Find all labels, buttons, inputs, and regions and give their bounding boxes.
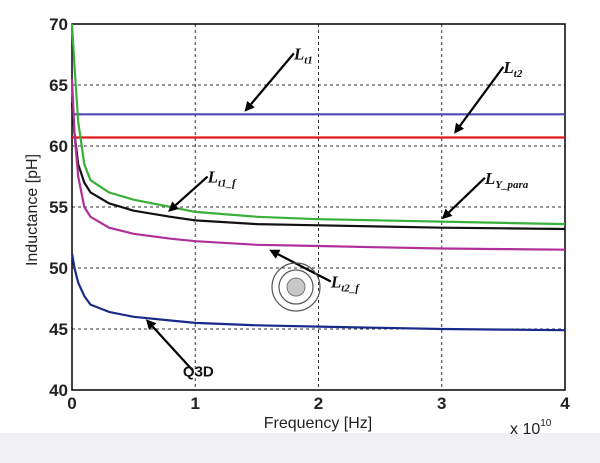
annotation-subscript: t2_f [341,283,360,295]
y-tick-label: 55 [49,198,68,217]
x-multiplier-base: x 10 [510,421,540,438]
y-tick-label: 70 [49,15,68,34]
annotation-arrow-line [174,175,209,207]
y-tick-label: 60 [49,137,68,156]
annotation: Lt1 [244,44,313,112]
annotation-label: Lt2_f [330,273,360,295]
annotation-main-text: L [502,58,513,77]
marker-outer-ring [271,262,321,312]
annotation-label: Lt1_f [207,168,237,190]
series-line [70,103,566,231]
annotation-arrow-head [145,319,157,330]
x-tick-label: 0 [67,394,76,413]
x-tick-label: 1 [191,394,200,413]
annotation-main-text: L [293,44,304,63]
y-axis-label: Inductance [pH] [24,154,41,266]
annotation-subscript: Y_para [495,179,529,191]
y-tick-label: 65 [49,76,68,95]
plot-frame [71,23,566,391]
marker-dot [286,277,306,297]
annotation-main-text: Q3D [183,364,214,381]
annotation-main-text: L [484,169,495,188]
x-tick-label: 4 [560,394,570,413]
x-axis-label: Frequency [Hz] [264,415,372,432]
annotation-arrow-head [244,101,255,112]
series-layer [70,23,566,332]
annotation-label: Q3D [183,364,214,381]
annotation-label: Lt2 [502,58,522,80]
x-tick-label: 2 [314,394,323,413]
annotation-label: LY_para [484,169,529,191]
annotation-subscript: t2 [514,68,523,80]
annotation: Lt1_f [168,168,237,212]
annotation-arrow-head [168,201,179,212]
annotation: Lt2 [454,58,523,134]
series-line [70,78,566,251]
x-multiplier-exponent: 10 [540,418,552,429]
annotation-main-text: L [207,168,218,187]
annotation: Lt2_f [269,249,360,295]
annotation: LY_para [441,169,529,220]
annotation-arrow-head [269,249,281,259]
x-multiplier: x 1010 [510,418,552,438]
annotation-main-text: L [330,273,341,292]
marker-circle [271,262,321,312]
y-tick-label: 50 [49,259,68,278]
annotation-arrow-head [454,122,464,134]
annotation: Q3D [145,319,214,381]
x-tick-label: 3 [437,394,446,413]
annotation-arrow-line [151,325,194,372]
annotation-subscript: t1_f [218,178,237,190]
annotation-arrow-line [250,52,295,105]
annotation-arrow-line [448,177,486,214]
y-tick-label: 45 [49,320,68,339]
annotation-label: Lt1 [293,44,313,66]
annotation-arrow-line [277,253,332,283]
annotation-arrow-head [441,208,453,220]
series-line [70,253,566,332]
bottom-band [0,433,600,463]
y-tick-label: 40 [49,381,68,400]
annotation-subscript: t1 [304,54,313,66]
ticks: 0 1 2 3 4 40 45 50 55 60 65 70 [49,15,570,413]
annotation-arrow-line [459,66,505,127]
